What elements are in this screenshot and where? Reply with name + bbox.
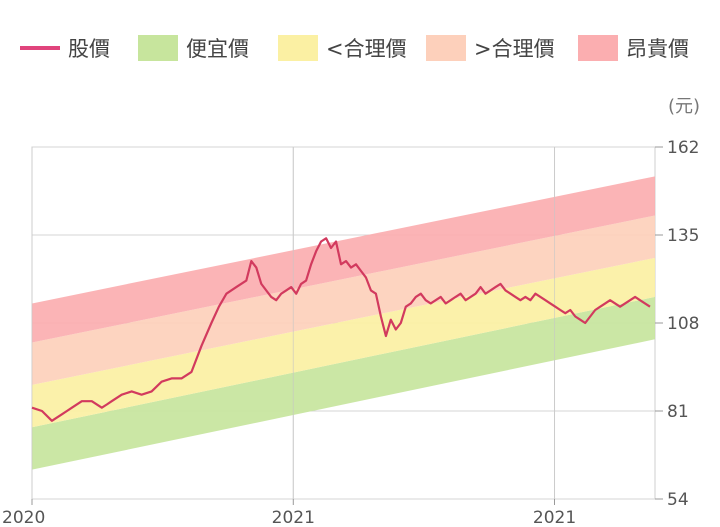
y-axis-ticks: 54 81 108 135 162 (655, 138, 699, 510)
legend-label-below_fair: <合理價 (326, 37, 407, 61)
y-tick-label: 81 (667, 402, 689, 422)
legend-label-expensive: 昂貴價 (626, 37, 689, 61)
legend-swatch-cheap (138, 35, 178, 61)
legend-item-expensive: 昂貴價 (578, 35, 689, 61)
legend-label-above_fair: >合理價 (474, 37, 555, 61)
unit-label: (元) (668, 96, 700, 117)
x-tick-label: 2020 (2, 508, 45, 527)
legend-item-below_fair: <合理價 (278, 35, 407, 61)
y-tick-label: 108 (667, 314, 699, 334)
y-tick-label: 135 (667, 226, 699, 246)
plot-area (31, 146, 656, 500)
legend-item-price: 股價 (20, 37, 110, 61)
legend-item-above_fair: >合理價 (426, 35, 555, 61)
legend-swatch-expensive (578, 35, 618, 61)
y-tick-label: 54 (667, 490, 689, 510)
legend-swatch-above_fair (426, 35, 466, 61)
band-above_fair (32, 215, 655, 385)
band-below_fair (32, 257, 655, 428)
band-expensive (32, 176, 655, 343)
legend-label-cheap: 便宜價 (186, 37, 249, 61)
x-tick-label: 2021 (272, 508, 315, 527)
x-axis-ticks: 2020 2021 2021 (2, 499, 576, 527)
legend-item-cheap: 便宜價 (138, 35, 249, 61)
band-cheap (32, 296, 655, 470)
legend-label-price: 股價 (68, 37, 110, 61)
y-tick-label: 162 (667, 138, 699, 158)
legend: 股價 便宜價 <合理價 >合理價 昂貴價 (20, 35, 689, 61)
series-line-price (31, 237, 651, 422)
legend-swatch-below_fair (278, 35, 318, 61)
x-tick-label: 2021 (533, 508, 576, 527)
